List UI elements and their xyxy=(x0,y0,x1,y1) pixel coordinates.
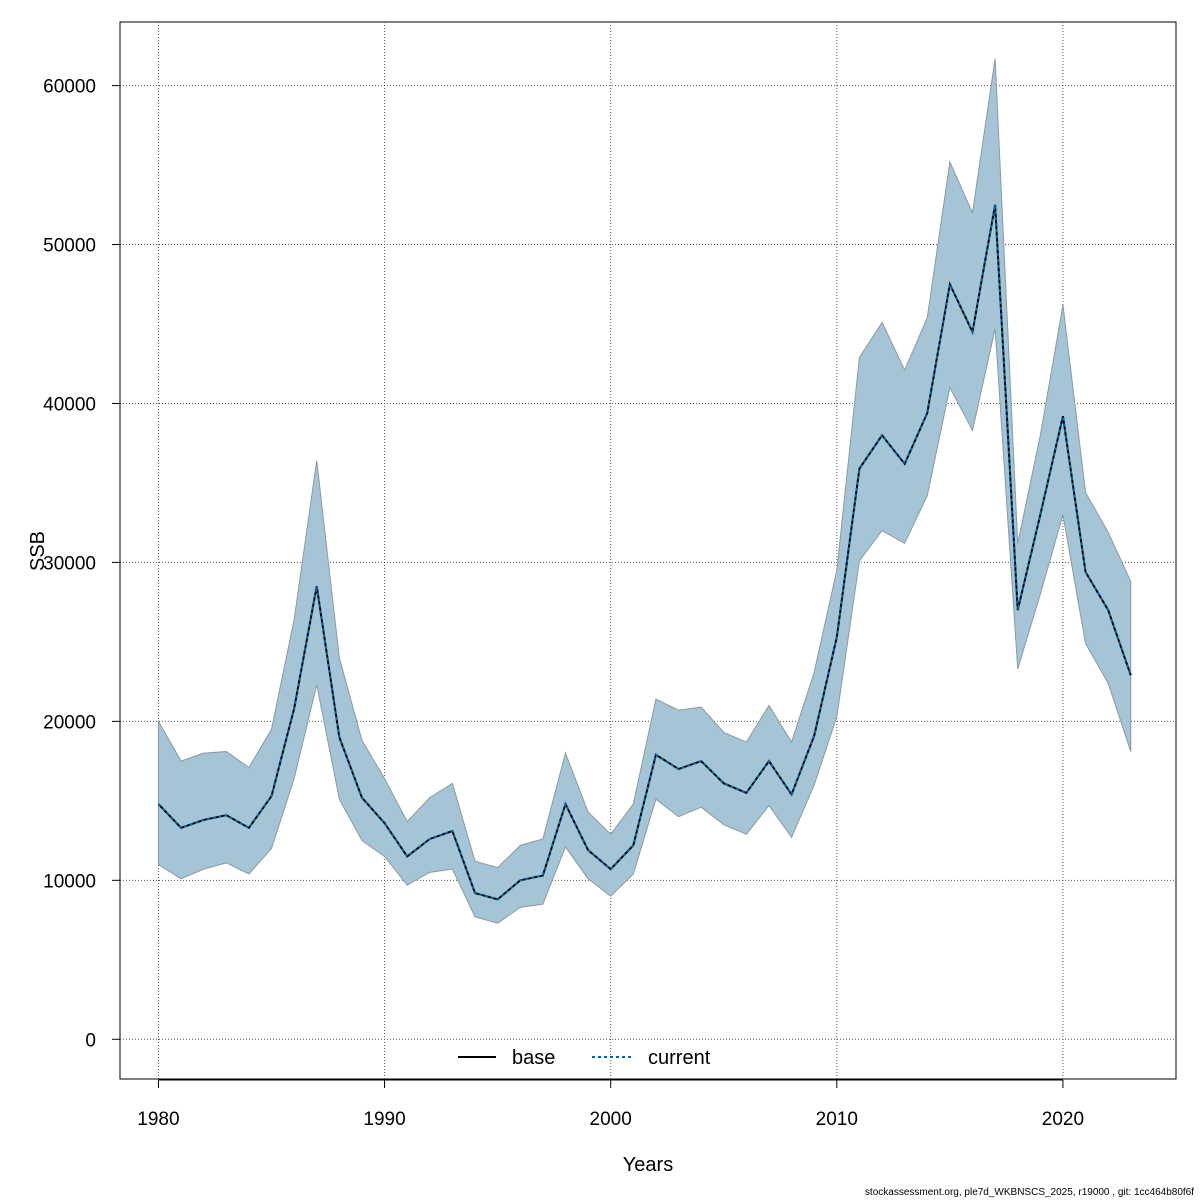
y-axis-title: SSB xyxy=(27,531,49,571)
legend-base-label: base xyxy=(512,1047,555,1069)
y-tick-label: 40000 xyxy=(43,394,96,415)
y-tick-label: 60000 xyxy=(43,77,96,98)
x-axis-title: Years xyxy=(623,1154,673,1176)
legend: base current xyxy=(458,1047,711,1069)
legend-current-label: current xyxy=(648,1047,711,1069)
confidence-band-layer xyxy=(157,58,1132,924)
x-tick-label: 2000 xyxy=(590,1109,632,1130)
x-tick-label: 2020 xyxy=(1042,1109,1084,1130)
y-tick-label: 20000 xyxy=(43,712,96,733)
axes: 1980 1990 2000 2010 2020 0 10000 20000 30000 4000… xyxy=(43,77,1084,1130)
footer-note: stockassessment.org, ple7d_WKBNSCS_2025,… xyxy=(864,1187,1194,1198)
confidence-band xyxy=(157,58,1132,924)
y-tick-label: 10000 xyxy=(43,871,96,892)
y-tick-label: 0 xyxy=(85,1030,96,1051)
series-lines xyxy=(157,204,1132,901)
y-tick-label: 50000 xyxy=(43,236,96,257)
x-tick-label: 2010 xyxy=(816,1109,858,1130)
series-line-current xyxy=(157,204,1132,901)
x-tick-label: 1990 xyxy=(363,1109,405,1130)
y-tick-label: 30000 xyxy=(43,553,96,574)
x-tick-label: 1980 xyxy=(137,1109,179,1130)
